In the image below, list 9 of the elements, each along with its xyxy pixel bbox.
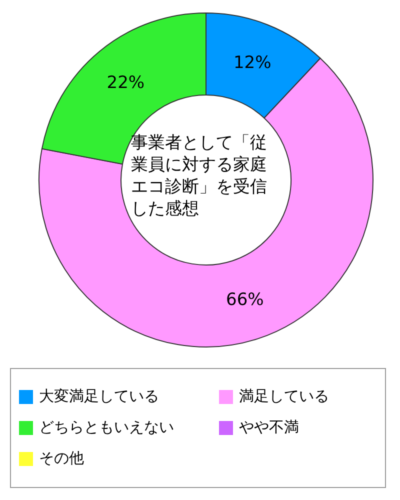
data-label: 12% [233, 52, 272, 73]
legend-label: 満足している [239, 387, 329, 406]
data-label: 66% [226, 290, 264, 310]
legend-label: その他 [39, 449, 84, 468]
legend-label: 大変満足している [39, 387, 159, 406]
legend-label: どちらともいえない [39, 418, 174, 437]
text: 事業者として「従業員に対する家庭エコ診断」を受信した感想 [131, 132, 268, 220]
legend-label: やや不満 [239, 418, 299, 437]
data-label: 22% [106, 72, 145, 93]
